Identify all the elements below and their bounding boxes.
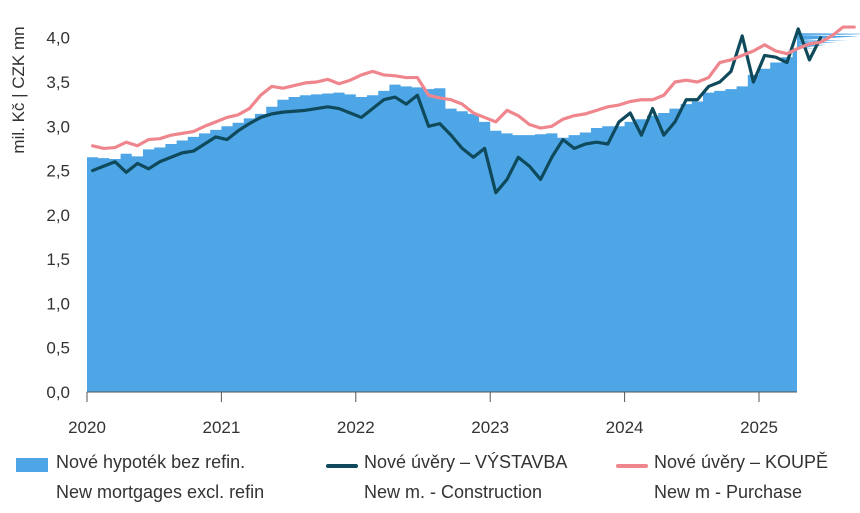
chart-svg: 0,0 0,5 1,0 1,5 2,0 2,5 3,0 3,5 4,0 2020 2021 2022 2… — [9, 25, 860, 437]
legend-sublabel-new-mortgages: New mortgages excl. refin — [56, 482, 265, 502]
x-tick-label: 2025 — [740, 418, 778, 437]
legend-label-construction: Nové úvěry – VÝSTAVBA — [364, 452, 568, 472]
line-purchase — [90, 25, 856, 151]
legend: Nové hypoték bez refin. New mortgages ex… — [0, 448, 860, 513]
legend-sublabel-construction: New m. - Construction — [364, 482, 543, 502]
y-tick-label: 3,0 — [46, 117, 70, 136]
legend-swatch-construction — [326, 464, 358, 468]
x-tick-label: 2020 — [68, 418, 106, 437]
legend-label-new-mortgages: Nové hypoték bez refin. — [56, 452, 246, 472]
x-tick-label: 2022 — [337, 418, 375, 437]
y-tick-label: 2,5 — [46, 162, 70, 181]
x-tick-label: 2024 — [606, 418, 644, 437]
y-tick-label: 0,0 — [46, 383, 70, 402]
y-tick-label: 1,0 — [46, 294, 70, 313]
legend-swatch-area — [16, 458, 48, 472]
y-tick-label: 1,5 — [46, 250, 70, 269]
area-new-mortgages — [87, 33, 860, 392]
y-axis-title: mil. Kč | CZK mn — [9, 26, 28, 153]
y-tick-label: 3,5 — [46, 73, 70, 92]
x-tick-label: 2023 — [471, 418, 509, 437]
legend-label-purchase: Nové úvěry – KOUPĚ — [654, 452, 829, 472]
y-tick-label: 4,0 — [46, 29, 70, 48]
legend-swatch-purchase — [616, 464, 648, 468]
x-tick-label: 2021 — [202, 418, 240, 437]
y-tick-label: 0,5 — [46, 339, 70, 358]
legend-sublabel-purchase: New m - Purchase — [654, 482, 803, 502]
line-construction — [90, 27, 823, 195]
y-tick-label: 2,0 — [46, 206, 70, 225]
